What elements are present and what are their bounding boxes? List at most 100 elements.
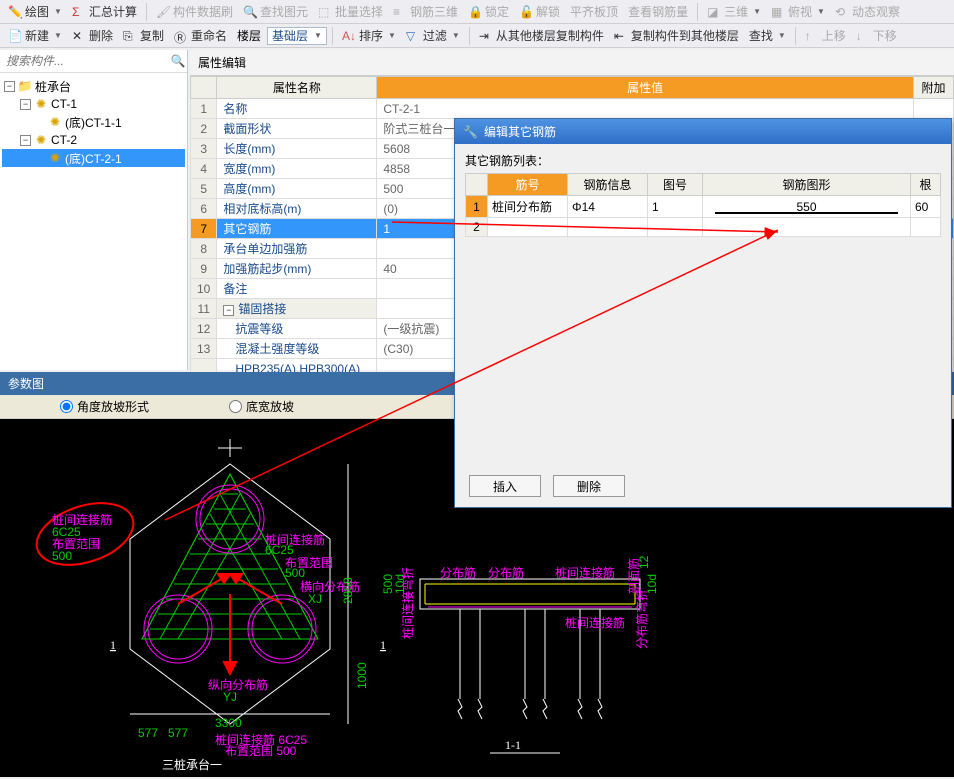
- select-icon: ⬚: [318, 5, 332, 19]
- batch-select-button[interactable]: ⬚批量选择: [314, 1, 387, 22]
- flat-top-button[interactable]: 平齐板顶: [566, 1, 622, 22]
- lock-button[interactable]: 🔒锁定: [464, 1, 513, 22]
- svg-text:分布筋: 分布筋: [488, 565, 524, 580]
- rebar-icon: ≡: [393, 5, 407, 19]
- move-down-button[interactable]: ↓下移: [852, 25, 901, 46]
- svg-text:6C25: 6C25: [265, 543, 294, 557]
- tree-root[interactable]: − 📁 桩承台: [2, 77, 185, 95]
- search-box: 🔍: [0, 50, 187, 73]
- svg-text:1000: 1000: [355, 662, 369, 689]
- tree-ct1-1[interactable]: ✺ (底)CT-1-1: [2, 113, 185, 131]
- move-up-button[interactable]: ↑上移: [801, 25, 850, 46]
- gear-icon: ✺: [48, 115, 62, 129]
- folder-icon: 📁: [18, 79, 32, 93]
- toolbar-2: 📄新建▼ ✕删除 ⎘复制 Ⓡ重命名 楼层 基础层▼ A↓排序▼ ▽过滤▼ ⇥从其…: [0, 24, 954, 48]
- property-title: 属性编辑: [190, 50, 954, 76]
- rebar-row-2[interactable]: 2: [466, 218, 941, 237]
- toolbar-1: ✏️绘图▼ Σ汇总计算 🖌构件数据刷 🔍查找图元 ⬚批量选择 ≡钢筋三维 🔒锁定…: [0, 0, 954, 24]
- radio-angle[interactable]: [60, 400, 73, 413]
- tree: − 📁 桩承台 − ✺ CT-1 ✺ (底)CT-1-1 − ✺ CT-2 ✺ …: [0, 73, 187, 171]
- brush-icon: 🖌: [156, 5, 170, 19]
- rename-icon: Ⓡ: [174, 29, 188, 43]
- svg-text:分布筋弯折: 分布筋弯折: [634, 589, 649, 649]
- tree-ct2-1[interactable]: ✺ (底)CT-2-1: [2, 149, 185, 167]
- summary-button[interactable]: Σ汇总计算: [68, 1, 141, 22]
- col-tuhao[interactable]: 图号: [648, 174, 703, 196]
- col-root[interactable]: 根: [911, 174, 941, 196]
- svg-text:YJ: YJ: [223, 690, 237, 704]
- dialog-title-text: 编辑其它钢筋: [484, 123, 556, 140]
- gear-icon: ✺: [48, 151, 62, 165]
- svg-text:577: 577: [138, 726, 158, 740]
- prop-row[interactable]: 1名称CT-2-1: [191, 99, 954, 119]
- top-view-button[interactable]: ▦俯视▼: [767, 1, 829, 22]
- svg-text:纵向分布筋: 纵向分布筋: [208, 677, 268, 692]
- svg-text:1: 1: [380, 638, 386, 652]
- tree-ct1[interactable]: − ✺ CT-1: [2, 95, 185, 113]
- svg-text:布置范围 500: 布置范围 500: [225, 744, 297, 758]
- sort-icon: A↓: [342, 29, 356, 43]
- sort-button[interactable]: A↓排序▼: [338, 25, 400, 46]
- dialog-titlebar[interactable]: 🔧 编辑其它钢筋: [455, 119, 951, 144]
- tree-label: 桩承台: [35, 78, 71, 95]
- copy-button[interactable]: ⎘复制: [119, 25, 168, 46]
- search-input[interactable]: [0, 50, 169, 72]
- unlock-icon: 🔓: [519, 5, 533, 19]
- gear-icon: ✺: [34, 97, 48, 111]
- layers-in-icon: ⇥: [479, 29, 493, 43]
- svg-text:1: 1: [110, 638, 116, 652]
- collapse-icon[interactable]: −: [20, 99, 31, 110]
- col-no[interactable]: 筋号: [488, 174, 568, 196]
- arrow-down-icon: ↓: [856, 29, 870, 43]
- gear-icon: ✺: [34, 133, 48, 147]
- dlg-delete-button[interactable]: 删除: [553, 475, 625, 497]
- col-shape[interactable]: 钢筋图形: [703, 174, 911, 196]
- search-icon: 🔍: [243, 5, 257, 19]
- copy-icon: ⎘: [123, 29, 137, 43]
- unlock-button[interactable]: 🔓解锁: [515, 1, 564, 22]
- dyn-view-button[interactable]: ⟲动态观察: [831, 1, 904, 22]
- tree-label: CT-2: [51, 133, 77, 147]
- collapse-icon[interactable]: −: [4, 81, 15, 92]
- svg-text:XJ: XJ: [308, 592, 322, 606]
- rebar-row-1[interactable]: 1 桩间分布筋 Φ14 1 550 60: [466, 196, 941, 218]
- collapse-icon[interactable]: −: [20, 135, 31, 146]
- col-info[interactable]: 钢筋信息: [568, 174, 648, 196]
- data-brush-button[interactable]: 🖌构件数据刷: [152, 1, 237, 22]
- col-value: 属性值: [377, 77, 914, 99]
- opt-width[interactable]: 底宽放坡: [229, 398, 294, 415]
- find-elem-button[interactable]: 🔍查找图元: [239, 1, 312, 22]
- copy-to-other-button[interactable]: ⇤复制构件到其他楼层: [610, 25, 743, 46]
- new-icon: 📄: [8, 29, 22, 43]
- sigma-icon: Σ: [72, 5, 86, 19]
- opt-angle[interactable]: 角度放坡形式: [60, 398, 149, 415]
- svg-text:2858: 2858: [341, 577, 355, 604]
- cube-icon: ◪: [707, 5, 721, 19]
- rebar-list-grid[interactable]: 筋号 钢筋信息 图号 钢筋图形 根 1 桩间分布筋 Φ14 1 550 60 2: [465, 173, 941, 237]
- 3d-button[interactable]: ◪三维▼: [703, 1, 765, 22]
- topview-icon: ▦: [771, 5, 785, 19]
- delete-button[interactable]: ✕删除: [68, 25, 117, 46]
- orbit-icon: ⟲: [835, 5, 849, 19]
- app-icon: 🔧: [463, 125, 478, 139]
- draw-button[interactable]: ✏️绘图▼: [4, 1, 66, 22]
- find-button[interactable]: 查找▼: [745, 25, 790, 46]
- view-rebar-button[interactable]: 查看钢筋量: [624, 1, 692, 22]
- tree-ct2[interactable]: − ✺ CT-2: [2, 131, 185, 149]
- rebar3d-button[interactable]: ≡钢筋三维: [389, 1, 462, 22]
- delete-icon: ✕: [72, 29, 86, 43]
- insert-button[interactable]: 插入: [469, 475, 541, 497]
- list-label: 其它钢筋列表：: [465, 152, 941, 169]
- search-go-icon[interactable]: 🔍: [169, 50, 187, 72]
- filter-button[interactable]: ▽过滤▼: [402, 25, 464, 46]
- svg-text:577: 577: [168, 726, 188, 740]
- tree-label: (底)CT-2-1: [65, 150, 122, 167]
- radio-width[interactable]: [229, 400, 242, 413]
- copy-from-other-button[interactable]: ⇥从其他楼层复制构件: [475, 25, 608, 46]
- new-button[interactable]: 📄新建▼: [4, 25, 66, 46]
- svg-text:桩间连接弯折: 桩间连接弯折: [400, 567, 415, 639]
- edit-other-rebar-dialog: 🔧 编辑其它钢筋 其它钢筋列表： 筋号 钢筋信息 图号 钢筋图形 根 1 桩间分…: [454, 118, 952, 508]
- rename-button[interactable]: Ⓡ重命名: [170, 25, 231, 46]
- floor-combo[interactable]: 基础层▼: [267, 27, 327, 45]
- svg-text:三桩承台一: 三桩承台一: [162, 757, 222, 772]
